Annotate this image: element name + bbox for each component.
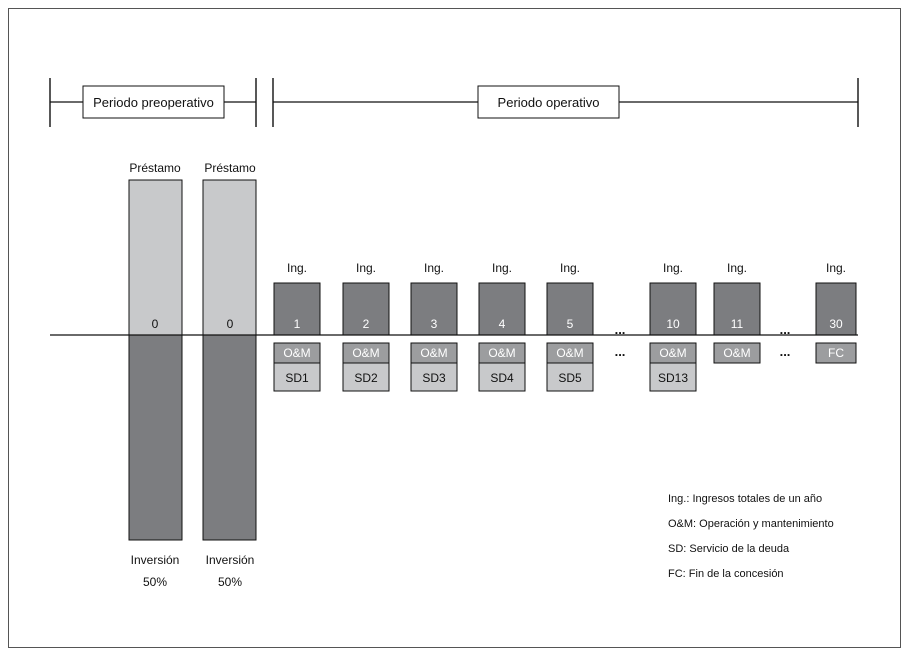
ellipsis-upper: ... bbox=[780, 322, 791, 337]
op-column-5: Ing. 5 O&M SD5 bbox=[546, 261, 594, 392]
om-label: O&M bbox=[283, 346, 310, 360]
fc-bar bbox=[815, 342, 857, 364]
legend-item-ing: Ing.: Ingresos totales de un año bbox=[668, 493, 822, 505]
om-label: O&M bbox=[556, 346, 583, 360]
ellipsis-upper: ... bbox=[615, 322, 626, 337]
preop-label-box bbox=[82, 85, 225, 119]
op-column-10: Ing. 10 O&M SD13 bbox=[649, 261, 697, 392]
op-top-label: Ing. bbox=[287, 261, 307, 275]
legend-item-om: O&M: Operación y mantenimiento bbox=[668, 518, 834, 530]
op-top-label: Ing. bbox=[492, 261, 512, 275]
om-label: O&M bbox=[659, 346, 686, 360]
sd-label: SD13 bbox=[658, 371, 688, 385]
income-bar bbox=[649, 282, 697, 336]
preop-bottom-label: Inversión bbox=[206, 553, 255, 567]
op-label-box bbox=[477, 85, 620, 119]
preop-percent: 50% bbox=[143, 575, 167, 589]
om-label: O&M bbox=[352, 346, 379, 360]
sd-label: SD3 bbox=[422, 371, 446, 385]
op-year: 11 bbox=[731, 317, 744, 331]
preop-column-1: Préstamo 0 Inversión 50% bbox=[202, 161, 257, 589]
income-bar bbox=[410, 282, 458, 336]
op-year: 10 bbox=[666, 317, 680, 331]
op-column-1: Ing. 1 O&M SD1 bbox=[273, 261, 321, 392]
sd-label: SD1 bbox=[285, 371, 309, 385]
timeline-header: Periodo preoperativo Periodo operativo bbox=[49, 78, 859, 127]
preop-year: 0 bbox=[227, 317, 234, 331]
op-year: 3 bbox=[431, 317, 438, 331]
sd-label: SD5 bbox=[558, 371, 582, 385]
legend-item-fc: FC: Fin de la concesión bbox=[668, 568, 784, 580]
op-year: 1 bbox=[294, 317, 301, 331]
loan-bar bbox=[202, 179, 257, 336]
loan-bar bbox=[128, 179, 183, 336]
op-top-label: Ing. bbox=[727, 261, 747, 275]
preop-percent: 50% bbox=[218, 575, 242, 589]
fc-label: FC bbox=[828, 346, 844, 360]
preop-bottom-label: Inversión bbox=[131, 553, 180, 567]
op-column-11: Ing. 11 O&M bbox=[713, 261, 761, 364]
income-bar bbox=[815, 282, 857, 336]
sd-label: SD4 bbox=[490, 371, 514, 385]
om-label: O&M bbox=[488, 346, 515, 360]
income-bar bbox=[273, 282, 321, 336]
op-top-label: Ing. bbox=[560, 261, 580, 275]
om-bar bbox=[713, 342, 761, 364]
op-column-2: Ing. 2 O&M SD2 bbox=[342, 261, 390, 392]
sd-bar bbox=[649, 362, 697, 392]
op-label: Periodo operativo bbox=[498, 95, 600, 110]
op-year: 5 bbox=[567, 317, 574, 331]
sd-bar bbox=[342, 362, 390, 392]
ellipsis-lower: ... bbox=[615, 344, 626, 359]
legend: Ing.: Ingresos totales de un año O&M: Op… bbox=[668, 493, 834, 580]
om-label: O&M bbox=[723, 346, 750, 360]
investment-bar bbox=[202, 334, 257, 541]
sd-bar bbox=[410, 362, 458, 392]
preop-year: 0 bbox=[152, 317, 159, 331]
op-top-label: Ing. bbox=[356, 261, 376, 275]
income-bar bbox=[342, 282, 390, 336]
preop-label: Periodo preoperativo bbox=[93, 95, 214, 110]
op-year: 2 bbox=[363, 317, 370, 331]
op-column-4: Ing. 4 O&M SD4 bbox=[478, 261, 526, 392]
op-column-3: Ing. 3 O&M SD3 bbox=[410, 261, 458, 392]
sd-bar bbox=[478, 362, 526, 392]
investment-bar bbox=[128, 334, 183, 541]
sd-bar bbox=[546, 362, 594, 392]
income-bar bbox=[546, 282, 594, 336]
ellipsis-lower: ... bbox=[780, 344, 791, 359]
om-label: O&M bbox=[420, 346, 447, 360]
preop-column-0: Préstamo 0 Inversión 50% bbox=[128, 161, 183, 589]
op-column-30: Ing. 30 FC bbox=[815, 261, 857, 364]
diagram-canvas: Periodo preoperativo Periodo operativo P… bbox=[49, 78, 859, 589]
income-bar bbox=[478, 282, 526, 336]
op-top-label: Ing. bbox=[424, 261, 444, 275]
op-year: 30 bbox=[829, 317, 843, 331]
preop-top-label: Préstamo bbox=[204, 161, 256, 175]
op-top-label: Ing. bbox=[826, 261, 846, 275]
legend-item-sd: SD: Servicio de la deuda bbox=[668, 543, 790, 555]
preop-top-label: Préstamo bbox=[129, 161, 181, 175]
op-year: 4 bbox=[499, 317, 506, 331]
sd-label: SD2 bbox=[354, 371, 378, 385]
op-top-label: Ing. bbox=[663, 261, 683, 275]
sd-bar bbox=[273, 362, 321, 392]
